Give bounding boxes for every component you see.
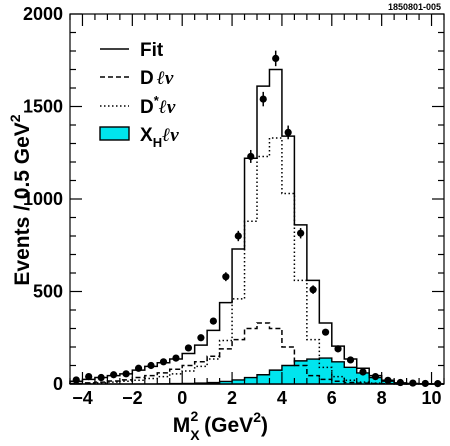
xh-fill-layer — [70, 357, 444, 385]
dstar-lnu-histogram — [69, 137, 444, 385]
x-tick-label: 4 — [277, 388, 287, 408]
plot-area — [69, 13, 445, 388]
data-point — [259, 95, 267, 103]
data-point — [122, 370, 130, 378]
x-tick-label: 2 — [227, 388, 237, 408]
d-lnu-histogram — [69, 322, 444, 385]
data-point — [284, 128, 292, 136]
data-point — [172, 354, 180, 362]
data-point — [72, 376, 80, 384]
y-tick-label: 500 — [33, 282, 63, 302]
x-axis-title: MX2 (GeV2) — [173, 408, 268, 443]
data-point — [309, 286, 317, 294]
x-tick-label: −4 — [72, 388, 93, 408]
data-point — [85, 373, 93, 381]
legend-fit-label: Fit — [140, 40, 164, 61]
x-tick-label: 6 — [327, 388, 337, 408]
data-point — [184, 344, 193, 352]
x-tick-label: 0 — [177, 388, 187, 408]
x-tick-label: 8 — [377, 388, 387, 408]
data-point — [110, 371, 118, 379]
data-point — [197, 334, 205, 342]
data-point — [272, 54, 280, 63]
legend-dstar-label: D*ℓν — [140, 93, 176, 118]
data-point — [209, 317, 217, 325]
y-axis-title: Events / 0.5 GeV2 — [7, 114, 34, 285]
data-point — [371, 373, 380, 381]
data-point — [147, 361, 155, 370]
x-tick-labels: −4 −2 0 2 4 6 8 10 — [72, 388, 441, 408]
y-tick-label: 0 — [53, 374, 63, 394]
legend-xh-swatch — [99, 126, 130, 141]
x-tick-label: 10 — [422, 388, 442, 408]
legend-xh-label: XHℓν — [140, 125, 179, 150]
data-point — [159, 358, 168, 366]
data-point — [384, 376, 392, 384]
y-tick-label: 1000 — [23, 189, 63, 209]
data-point — [434, 380, 442, 388]
figure-id: 1850801-005 — [388, 2, 441, 12]
data-point — [297, 229, 305, 237]
data-point — [134, 364, 143, 372]
data-point — [409, 379, 417, 387]
fit-histogram — [69, 68, 444, 385]
axis-ticks — [69, 13, 445, 385]
data-point — [97, 373, 105, 382]
data-point — [247, 152, 255, 161]
data-point — [222, 273, 230, 281]
data-point — [396, 378, 404, 387]
data-point — [421, 379, 429, 388]
data-points-layer — [72, 50, 442, 388]
data-point — [334, 345, 342, 353]
x-tick-label: −2 — [122, 388, 143, 408]
y-tick-label: 1500 — [23, 97, 63, 117]
xh-filled-histogram — [70, 357, 444, 385]
y-tick-label: 2000 — [23, 4, 63, 24]
histogram-layer — [69, 68, 444, 385]
data-point — [321, 328, 330, 336]
data-point — [346, 356, 355, 364]
data-point — [234, 232, 242, 240]
data-point — [359, 368, 367, 376]
y-tick-labels: 0 500 1000 1500 2000 — [23, 4, 63, 394]
